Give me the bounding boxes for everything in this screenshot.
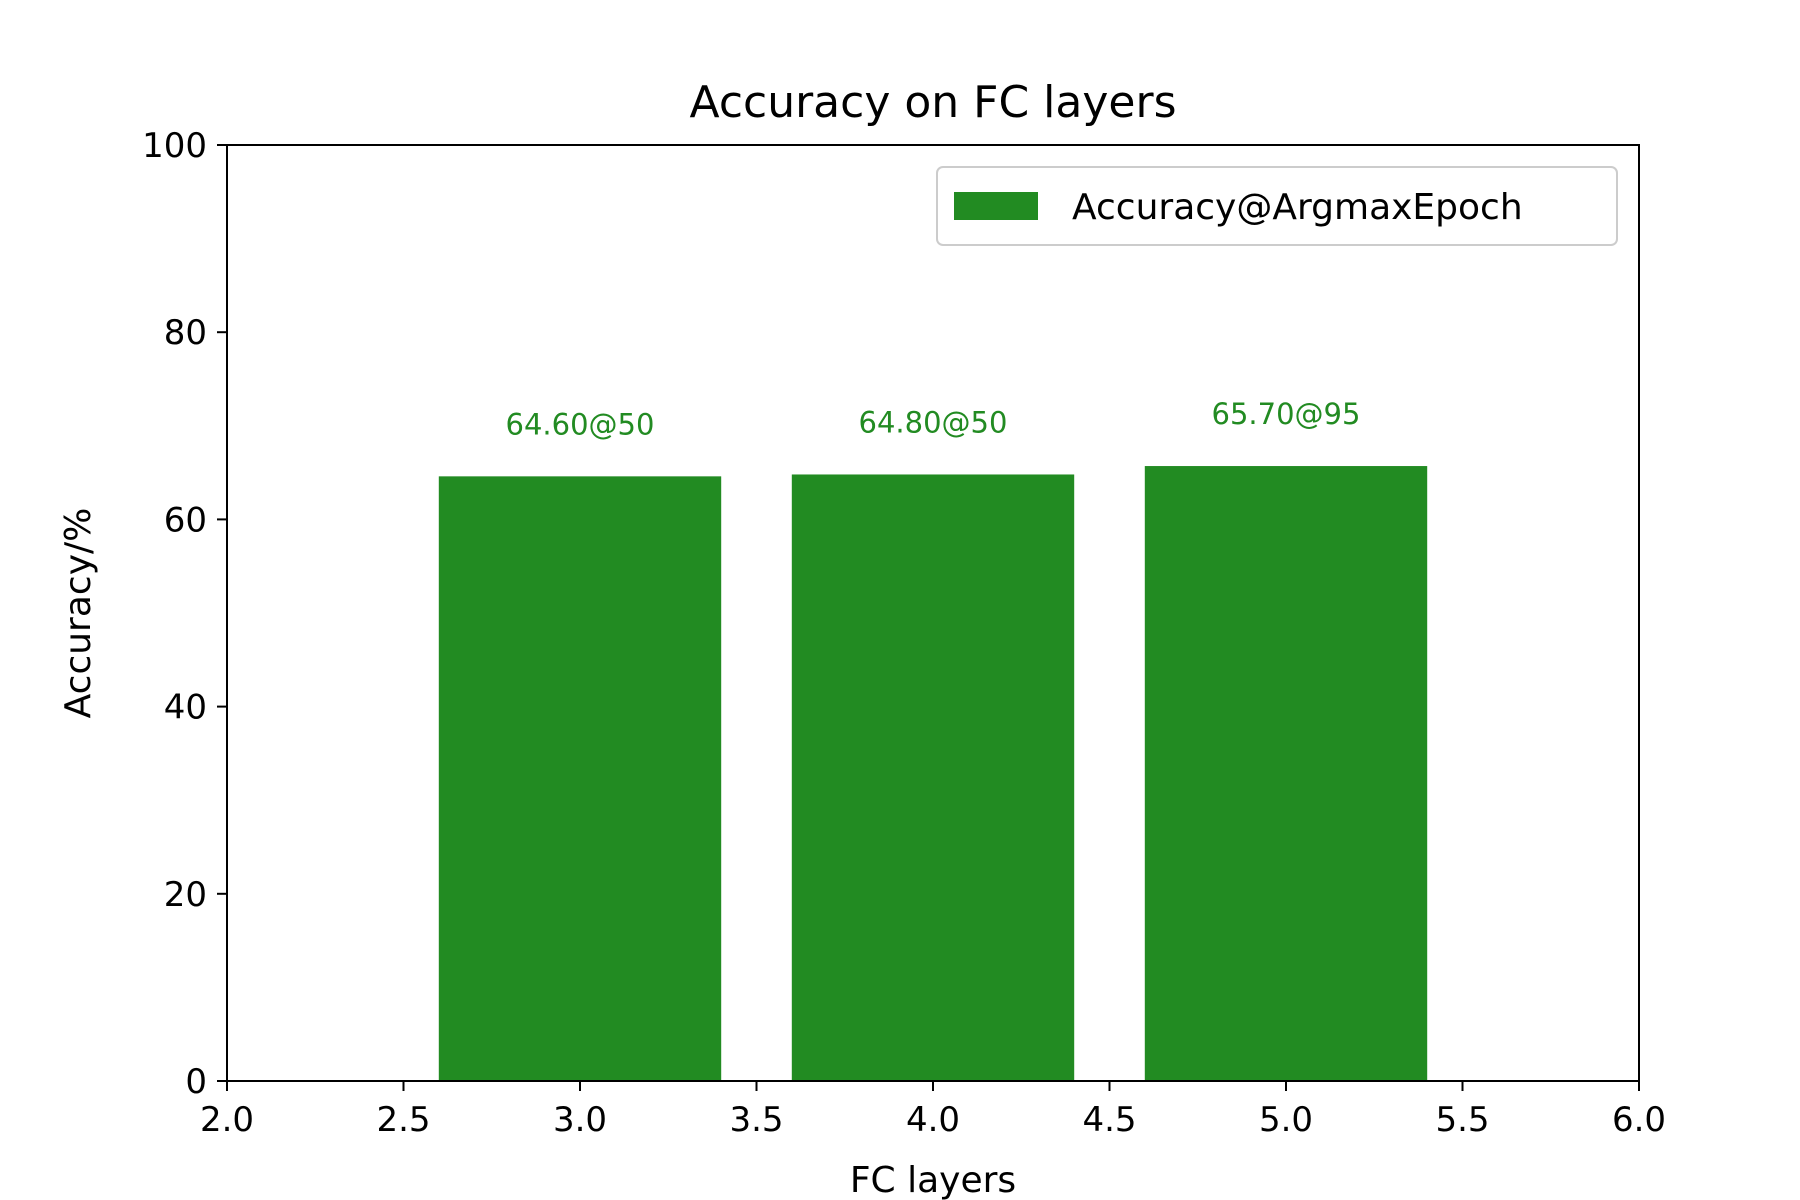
y-tick-label: 100	[142, 126, 207, 166]
y-axis-title: Accuracy/%	[58, 508, 99, 719]
x-tick-label: 3.0	[553, 1100, 607, 1140]
bar-data-label: 65.70@95	[1212, 397, 1361, 431]
y-tick-label: 80	[164, 313, 207, 353]
x-tick-label: 5.5	[1435, 1100, 1489, 1140]
x-tick-label: 6.0	[1612, 1100, 1666, 1140]
bar	[791, 474, 1075, 1081]
x-axis-title: FC layers	[850, 1160, 1016, 1200]
legend-label: Accuracy@ArgmaxEpoch	[1072, 187, 1523, 228]
x-axis: 2.0 2.5 3.0 3.5 4.0 4.5 5.0 5.5 6.0	[200, 1081, 1666, 1140]
chart-title: Accuracy on FC layers	[690, 77, 1177, 128]
x-tick-label: 2.5	[376, 1100, 430, 1140]
bars-layer	[438, 466, 1428, 1082]
x-tick-label: 2.0	[200, 1100, 254, 1140]
legend-box	[936, 166, 1618, 246]
x-tick-label: 4.0	[906, 1100, 960, 1140]
legend-swatch	[954, 192, 1038, 220]
y-axis: 0 20 40 60 80 100	[142, 126, 227, 1102]
y-tick-label: 40	[164, 688, 207, 728]
bar-data-label: 64.80@50	[859, 405, 1008, 439]
y-tick-label: 20	[164, 875, 207, 915]
y-tick-label: 60	[164, 500, 207, 540]
data-labels-layer: 64.60@50 64.80@50 65.70@95	[506, 397, 1361, 441]
x-tick-label: 3.5	[729, 1100, 783, 1140]
y-tick-label: 0	[185, 1062, 207, 1102]
legend: Accuracy@ArgmaxEpoch	[936, 166, 1618, 246]
x-tick-label: 4.5	[1082, 1100, 1136, 1140]
bar-data-label: 64.60@50	[506, 407, 655, 441]
x-tick-label: 5.0	[1259, 1100, 1313, 1140]
bar	[438, 476, 722, 1081]
bar	[1144, 466, 1428, 1082]
